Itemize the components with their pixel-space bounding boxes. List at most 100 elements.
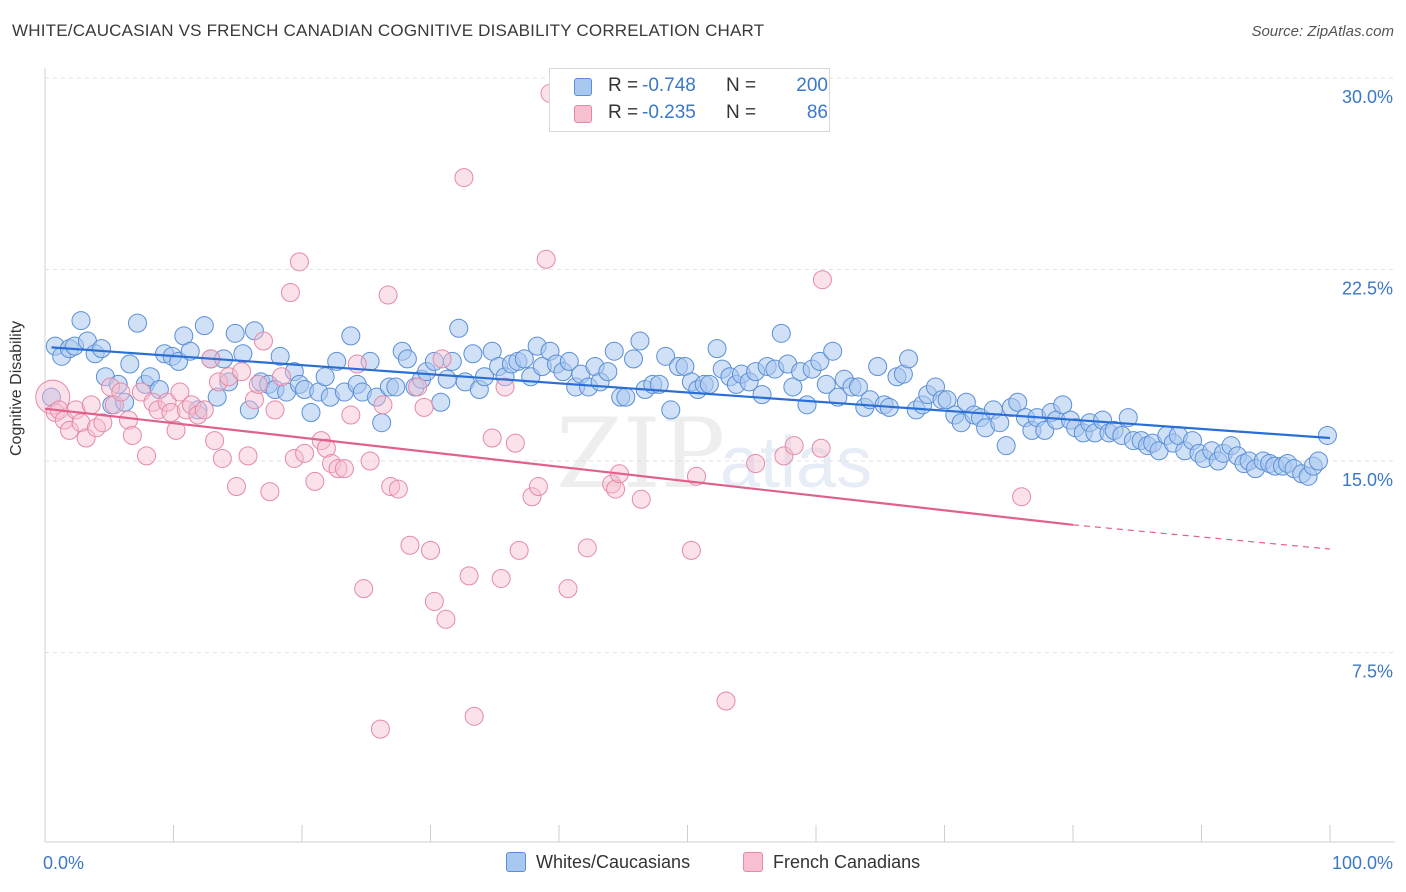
data-point	[848, 377, 868, 397]
data-point	[631, 489, 651, 509]
data-point	[322, 454, 342, 474]
axes	[44, 68, 1395, 843]
data-point	[372, 413, 392, 433]
data-point	[616, 387, 636, 407]
data-point	[295, 443, 315, 463]
data-point	[699, 374, 719, 394]
data-point	[157, 392, 177, 412]
data-point	[431, 392, 451, 412]
data-point	[260, 482, 280, 502]
bottom-legend-swatch-french	[743, 852, 763, 872]
y-tick-label: 30.0%	[1342, 87, 1393, 107]
bottom-legend-label-french: French Canadians	[773, 852, 921, 872]
data-point	[181, 395, 201, 415]
data-point	[797, 395, 817, 415]
data-point	[71, 311, 91, 331]
data-point	[373, 395, 393, 415]
data-point	[400, 535, 420, 555]
data-point	[248, 374, 268, 394]
data-point	[1317, 425, 1337, 445]
data-point	[289, 252, 309, 272]
data-point	[649, 374, 669, 394]
data-point	[771, 323, 791, 343]
data-point	[219, 367, 239, 387]
data-point	[253, 331, 273, 351]
bottom-legend-label-whites: Whites/Caucasians	[536, 852, 691, 872]
data-point	[327, 351, 347, 371]
data-point	[271, 367, 291, 387]
data-point	[996, 436, 1016, 456]
legend-r-value: -0.235	[642, 102, 696, 123]
data-point	[604, 341, 624, 361]
data-point	[360, 451, 380, 471]
data-point	[812, 270, 832, 290]
data-point	[463, 344, 483, 364]
legend-box: R = -0.748 N = 200 R = -0.235 N = 86	[549, 68, 830, 132]
chart-title: WHITE/CAUCASIAN VS FRENCH CANADIAN COGNI…	[12, 21, 765, 40]
data-point	[464, 706, 484, 726]
data-point	[232, 362, 252, 382]
y-tick-label: 15.0%	[1342, 470, 1393, 490]
legend-n-label: N =	[726, 102, 757, 123]
data-point	[514, 349, 534, 369]
bottom-legend-swatch-whites	[506, 852, 526, 872]
x-tick-label: 0.0%	[43, 853, 84, 873]
legend-r-value: -0.748	[642, 75, 696, 96]
data-point	[437, 369, 457, 389]
data-point	[370, 719, 390, 739]
data-point	[120, 354, 140, 374]
data-point	[207, 387, 227, 407]
data-point	[388, 479, 408, 499]
data-point	[59, 420, 79, 440]
watermark: ZIP atlas	[556, 398, 872, 510]
data-point	[681, 540, 701, 560]
data-point	[811, 438, 831, 458]
data-point	[495, 377, 515, 397]
data-point	[491, 568, 511, 588]
data-point	[1008, 392, 1028, 412]
data-point	[528, 477, 548, 497]
data-point	[505, 433, 525, 453]
data-point	[328, 459, 348, 479]
data-point	[280, 282, 300, 302]
data-point	[76, 428, 96, 448]
data-point	[630, 331, 650, 351]
data-point	[137, 446, 157, 466]
data-point	[108, 374, 128, 394]
data-point	[101, 377, 121, 397]
data-point	[315, 367, 335, 387]
data-point	[180, 341, 200, 361]
data-point	[92, 339, 112, 359]
data-point	[1012, 487, 1032, 507]
watermark-zip: ZIP	[556, 398, 725, 510]
data-point	[454, 168, 474, 188]
data-point	[93, 413, 113, 433]
data-point	[459, 566, 479, 586]
data-point	[301, 402, 321, 422]
data-point	[656, 346, 676, 366]
legend-swatch-whites	[574, 78, 592, 96]
data-point	[558, 579, 578, 599]
data-point	[225, 323, 245, 343]
source-label: Source: ZipAtlas.com	[1251, 23, 1394, 40]
data-point	[334, 459, 354, 479]
data-point	[577, 538, 597, 558]
data-point	[828, 387, 848, 407]
data-point	[270, 346, 290, 366]
data-point	[104, 395, 124, 415]
data-point	[436, 609, 456, 629]
data-point	[128, 313, 148, 333]
data-point	[421, 540, 440, 560]
data-point	[482, 428, 502, 448]
data-point	[341, 326, 361, 346]
trend-line-french-extrapolated	[1072, 524, 1331, 550]
y-tick-label: 22.5%	[1342, 279, 1393, 299]
legend-r-label: R =	[608, 75, 639, 96]
trend-line-whites	[51, 346, 1331, 440]
data-point	[367, 387, 387, 407]
data-point	[559, 351, 579, 371]
data-point	[86, 418, 106, 438]
bottom-legend-whites: Whites/Caucasians	[506, 852, 690, 873]
data-point	[188, 405, 208, 425]
